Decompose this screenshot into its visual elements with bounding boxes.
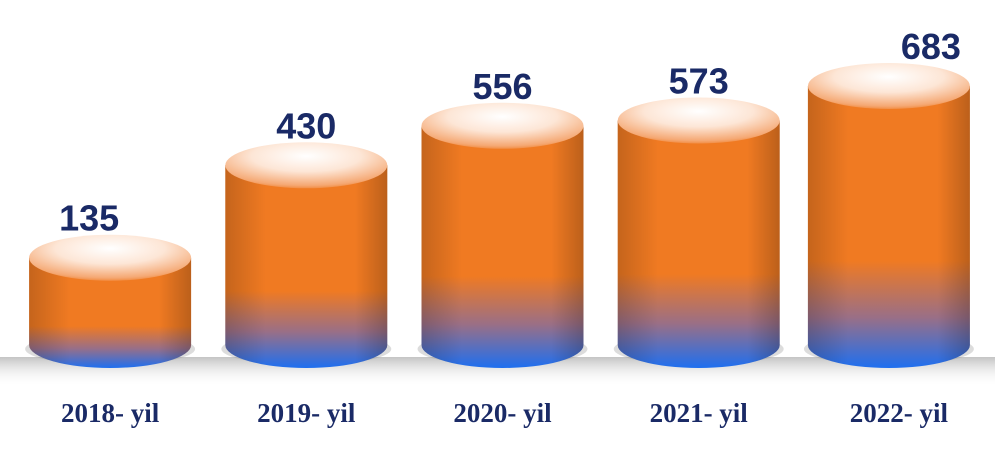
value-label: 683: [901, 26, 961, 67]
bar-top-cap: [421, 102, 584, 149]
bar-shading: [617, 120, 780, 368]
category-label: 2022- yil: [850, 398, 949, 428]
value-label: 135: [59, 198, 119, 239]
category-label: 2020- yil: [453, 398, 552, 428]
bar-2020yil: [417, 102, 588, 369]
category-label: 2021- yil: [650, 398, 749, 428]
bar-top-cap: [807, 63, 970, 109]
bar-shading: [225, 165, 388, 368]
bar-2022yil: [803, 63, 974, 368]
bar-top-cap: [225, 142, 388, 189]
category-label: 2019- yil: [257, 398, 356, 428]
bar-top-cap: [29, 234, 192, 281]
bar-shading: [807, 86, 970, 368]
bar-shading: [29, 257, 192, 368]
bar-top-cap: [617, 97, 780, 144]
category-label: 2018- yil: [61, 398, 160, 428]
labels-group: 135 2018- yil 430 2019- yil 556 2020- yil 573 2…: [59, 26, 961, 428]
bar-2021yil: [613, 97, 784, 368]
value-label: 430: [276, 105, 336, 146]
bar-2019yil: [221, 142, 392, 368]
value-label: 556: [472, 66, 532, 107]
bar-shading: [421, 125, 584, 369]
bars-group: [25, 63, 974, 369]
bar-2018yil: [25, 234, 196, 368]
value-label: 573: [669, 60, 729, 101]
